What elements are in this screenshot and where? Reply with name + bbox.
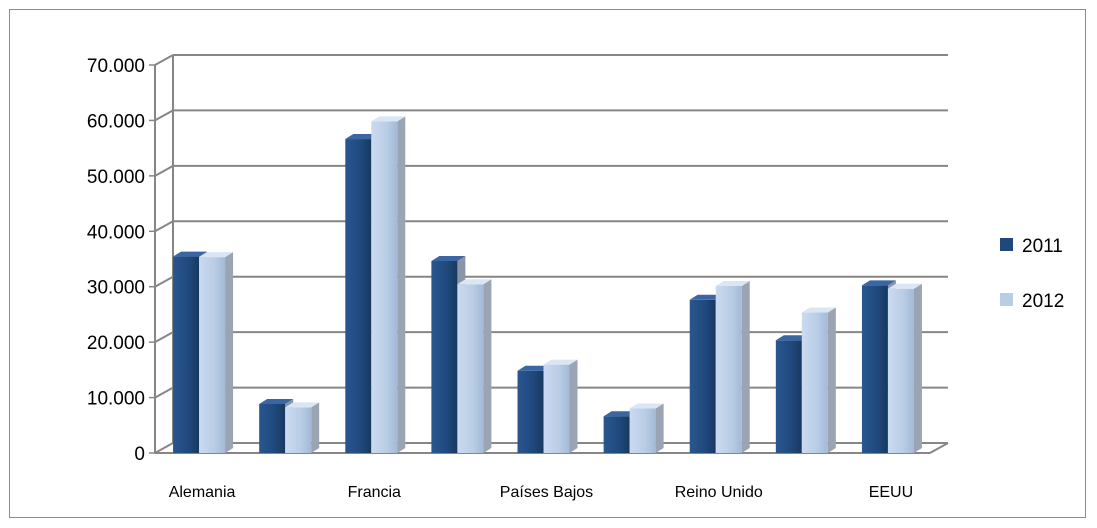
gridline-side [154,386,174,399]
bar-front [689,299,716,453]
y-tick-label: 50.000 [87,167,145,188]
y-tick-labels: 0 10.000 20.000 30.000 40.000 50.000 60.000 70.… [87,56,145,465]
bar-front [517,370,544,453]
y-tick-label: 20.000 [87,333,145,354]
legend-label: 2011 [1022,236,1063,257]
x-category-label: EEUU [869,484,913,501]
bar-side [311,402,320,453]
bar-front [603,416,630,453]
bar-side [397,116,406,453]
x-category-label: Reino Unido [675,484,763,501]
gridline-side [154,54,174,66]
bar-front [431,261,458,453]
y-tick-label: 60.000 [87,111,145,132]
bar-front [887,288,914,453]
y-tick-label: 30.000 [87,278,145,299]
bar-front [775,340,802,453]
bar-top [285,402,320,408]
bar-front [371,121,398,453]
bar-side [569,359,578,453]
bar-top [715,280,750,286]
bar [371,116,406,453]
bar-front [457,284,484,453]
gridline-side [154,331,174,344]
bar-side [741,280,750,453]
x-category-label: Países Bajos [500,484,593,501]
bar-front [629,408,656,453]
bar-side [225,252,234,453]
bar-top [199,252,234,258]
bar-front [861,285,888,453]
y-tick-label: 0 [134,444,145,465]
bar-front [801,312,828,453]
bar-top [259,399,294,405]
legend: 2011 2012 [1000,236,1064,312]
legend-swatch [1000,293,1013,306]
bar-front [285,407,312,453]
y-tick-label: 10.000 [87,389,145,410]
x-category-labels: Alemania Francia Países Bajos Reino Unido EE… [169,484,913,501]
bar [285,402,320,453]
y-tick-label: 40.000 [87,222,145,243]
gridline-side [154,109,174,122]
bar [629,403,664,453]
bar-front [199,257,226,453]
bar-side [913,283,922,453]
bar-side [827,307,836,453]
bar-side [655,403,664,453]
legend-swatch [1000,238,1013,251]
floor-edge [929,442,949,454]
bar [199,252,234,453]
bar [887,283,922,453]
bar-top [801,307,836,313]
bar [801,307,836,453]
legend-label: 2012 [1022,291,1064,312]
bar-front [173,256,200,453]
gridline-side [154,164,174,177]
bar-top [887,283,922,289]
bar-top [173,251,208,257]
bar-top [861,280,896,286]
bar-side [483,279,492,453]
x-category-label: Francia [348,484,401,501]
bar-top [345,134,380,140]
bar-top [629,403,664,409]
gridline-side [154,442,174,454]
bar-top [457,279,492,285]
bar-front [259,404,286,453]
bar [457,279,492,453]
gridline-side [154,220,174,233]
bar [715,280,750,453]
bar-front [715,285,742,453]
bar-top [775,335,810,341]
gridline-side [154,275,174,288]
bar-top [431,256,466,261]
bar-top [371,116,406,122]
bar-top [517,365,552,371]
bar-top [603,411,638,417]
bar-top [543,359,578,365]
bar-top [689,294,724,300]
bar [543,359,578,453]
x-category-label: Alemania [169,484,236,501]
bar-front [543,364,570,453]
y-tick-label: 70.000 [87,56,145,77]
bars [173,116,922,454]
bar-front [345,139,372,454]
